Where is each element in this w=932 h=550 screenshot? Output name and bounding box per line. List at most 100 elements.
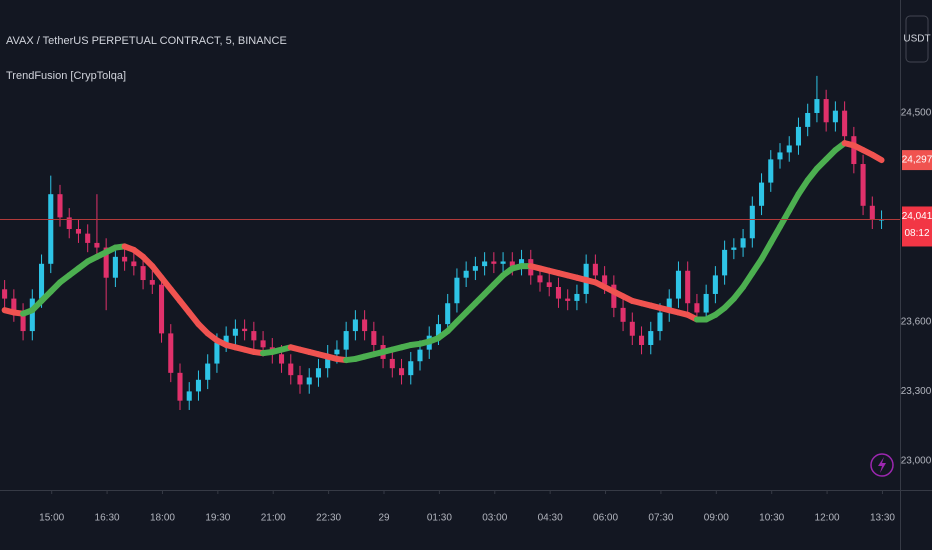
candle-body	[159, 284, 165, 334]
candle-body	[122, 256, 128, 262]
candle-body	[334, 349, 340, 355]
candle-body	[463, 270, 469, 278]
candle-body	[232, 328, 238, 336]
trend-segment	[869, 151, 885, 164]
candle-body	[519, 259, 525, 267]
candle-body	[629, 321, 635, 336]
candle-body	[168, 333, 174, 373]
candle-body	[251, 331, 257, 341]
candle-body	[768, 159, 774, 183]
candle-body	[565, 298, 571, 301]
x-tick-label: 21:00	[261, 513, 286, 524]
candle-body	[795, 126, 801, 146]
candle-body	[832, 110, 838, 123]
candle-body	[537, 275, 543, 283]
candle-body	[500, 261, 506, 264]
candle-body	[675, 270, 681, 299]
candle-body	[288, 363, 294, 376]
candle-body	[611, 284, 617, 308]
candle-body	[11, 298, 17, 313]
candle-body	[362, 319, 368, 332]
candle-body	[445, 303, 451, 325]
x-tick-label: 22:30	[316, 513, 341, 524]
x-tick-label: 06:00	[593, 513, 618, 524]
candle-body	[482, 261, 488, 267]
candle-body	[2, 289, 8, 299]
x-tick-label: 16:30	[95, 513, 120, 524]
x-tick-label: 13:30	[870, 513, 895, 524]
trend-badge	[902, 150, 932, 171]
last-price-label: 24,041	[902, 211, 932, 222]
y-tick-label: 23,000	[901, 456, 932, 467]
y-tick-label: 23,600	[901, 316, 932, 327]
x-tick-label: 07:30	[648, 513, 673, 524]
candle-body	[851, 136, 857, 165]
candle-body	[657, 312, 663, 332]
candle-body	[814, 99, 820, 113]
y-tick-label: 23,300	[901, 386, 932, 397]
x-tick-label: 29	[378, 513, 390, 524]
x-tick-label: 09:00	[704, 513, 729, 524]
candle-body	[666, 298, 672, 313]
candle-body	[555, 286, 561, 299]
x-tick-label: 19:30	[205, 513, 230, 524]
candle-body	[805, 112, 811, 127]
chart-title: AVAX / TetherUS PERPETUAL CONTRACT, 5, B…	[6, 35, 287, 47]
currency-button[interactable]	[905, 15, 929, 63]
candle-body	[112, 256, 118, 278]
candle-body	[574, 293, 580, 301]
candle-body	[399, 368, 405, 376]
y-tick-label: 24,500	[901, 108, 932, 119]
candle-body	[472, 266, 478, 271]
candle-body	[417, 349, 423, 362]
candle-body	[39, 263, 45, 299]
candle-body	[389, 358, 395, 369]
candle-body	[85, 233, 91, 243]
candle-body	[140, 266, 146, 281]
candle-body	[435, 324, 441, 336]
trend-segment	[758, 239, 774, 263]
candle-body	[749, 205, 755, 239]
candle-body	[260, 340, 266, 348]
candle-body	[823, 99, 829, 123]
candle-body	[648, 331, 654, 345]
candle-body	[842, 110, 848, 137]
candle-body	[454, 277, 460, 304]
candle-body	[94, 242, 100, 248]
candle-body	[149, 280, 155, 285]
last-price-badge	[902, 206, 932, 247]
candle-body	[740, 238, 746, 248]
candle-body	[48, 194, 54, 264]
plot	[1, 75, 885, 410]
candle-body	[722, 249, 728, 276]
candle-body	[343, 331, 349, 350]
candle-body	[75, 228, 81, 234]
candle-body	[352, 319, 358, 332]
candle-body	[66, 217, 72, 229]
candle-body	[177, 372, 183, 401]
candle-body	[195, 379, 201, 392]
candle-body	[315, 368, 321, 378]
candle-body	[20, 312, 26, 332]
candle-body	[759, 182, 765, 206]
candle-body	[777, 152, 783, 160]
candle-body	[602, 275, 608, 285]
lightning	[878, 457, 886, 473]
candle-body	[592, 263, 598, 276]
trend-label: 24,297	[902, 155, 932, 166]
candle-body	[325, 354, 331, 369]
candle-body	[712, 275, 718, 294]
candle-body	[29, 298, 35, 332]
candle-body	[786, 145, 792, 153]
candle-body	[694, 303, 700, 313]
candle-body	[131, 261, 137, 267]
alert-icon[interactable]	[870, 453, 894, 477]
candle-body	[242, 328, 248, 332]
x-tick-label: 15:00	[39, 513, 64, 524]
currency[interactable]: USDT	[903, 34, 930, 45]
candle-body	[869, 205, 875, 220]
candle-body	[223, 335, 229, 343]
trend-segment	[767, 223, 783, 246]
